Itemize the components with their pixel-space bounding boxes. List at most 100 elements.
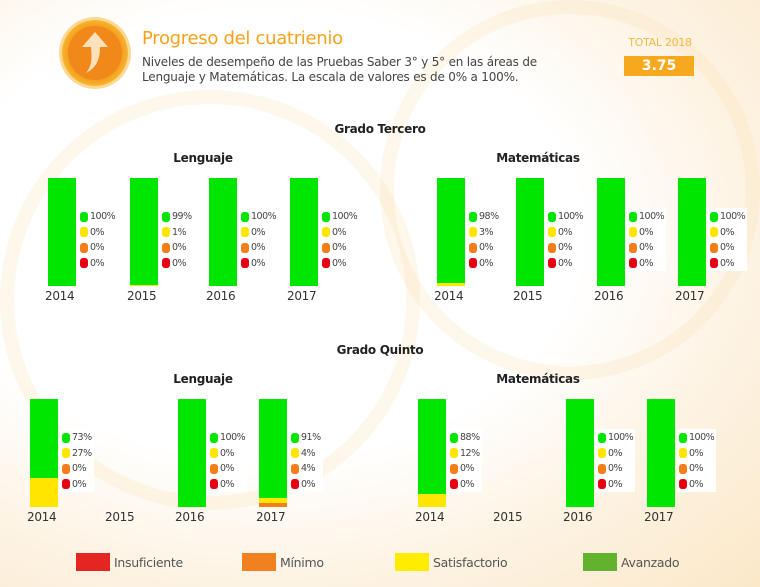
value-label: 0% bbox=[332, 226, 347, 238]
value-row-insuficiente: 0% bbox=[291, 477, 321, 493]
value-row-avanzado: 100% bbox=[710, 209, 746, 225]
value-row-insuficiente: 0% bbox=[162, 256, 192, 272]
year-label: 2016 bbox=[175, 510, 205, 524]
value-row-insuficiente: 0% bbox=[548, 256, 583, 272]
year-label: 2014 bbox=[434, 289, 464, 303]
bar-segment-satisfactorio bbox=[418, 494, 446, 507]
level-dot-icon bbox=[629, 211, 637, 222]
stacked-bar bbox=[30, 399, 58, 507]
value-row-insuficiente: 0% bbox=[62, 477, 92, 493]
level-dot-icon bbox=[241, 242, 249, 253]
bar-group-2016: 100% 0% 0% 0% 2016 bbox=[206, 178, 281, 313]
value-row-avanzado: 99% bbox=[162, 209, 192, 225]
bar-segment-avanzado bbox=[259, 399, 287, 499]
value-label: 100% bbox=[90, 211, 116, 223]
value-row-avanzado: 100% bbox=[548, 209, 584, 225]
value-label: 0% bbox=[90, 257, 105, 269]
level-dot-icon bbox=[80, 242, 88, 253]
level-dot-icon bbox=[548, 242, 556, 253]
bar-segment-avanzado bbox=[178, 399, 206, 507]
year-label: 2017 bbox=[675, 289, 705, 303]
value-label: 0% bbox=[72, 478, 87, 490]
value-row-satisfactorio: 0% bbox=[598, 446, 633, 462]
level-dot-icon bbox=[450, 479, 458, 490]
bar-segment-avanzado bbox=[566, 399, 594, 507]
value-row-avanzado: 88% bbox=[450, 430, 480, 446]
value-label: 98% bbox=[479, 211, 499, 223]
stacked-bar bbox=[290, 178, 318, 286]
value-row-satisfactorio: 27% bbox=[62, 446, 92, 462]
value-label: 100% bbox=[332, 211, 358, 223]
page-subtitle: Niveles de desempeño de las Pruebas Sabe… bbox=[142, 55, 537, 84]
value-row-insuficiente: 0% bbox=[241, 256, 276, 272]
value-row-avanzado: 73% bbox=[62, 430, 92, 446]
bar-segment-mínimo bbox=[259, 502, 287, 507]
stacked-bar bbox=[437, 178, 465, 286]
level-dot-icon bbox=[210, 463, 218, 474]
value-labels: 100% 0% 0% 0% bbox=[239, 208, 279, 272]
value-row-satisfactorio: 0% bbox=[80, 225, 115, 241]
value-label: 100% bbox=[639, 211, 665, 223]
bar-segment-avanzado bbox=[30, 399, 58, 478]
level-dot-icon bbox=[629, 227, 637, 238]
bar-group-2015: 2015 bbox=[105, 399, 180, 534]
value-labels: 100% 0% 0% 0% bbox=[546, 208, 586, 272]
value-labels: 100% 0% 0% 0% bbox=[627, 208, 667, 271]
year-label: 2016 bbox=[594, 289, 624, 303]
value-label: 0% bbox=[220, 447, 235, 459]
bar-group-2015: 100% 0% 0% 0% 2015 bbox=[513, 178, 588, 313]
value-row-mínimo: 0% bbox=[62, 461, 92, 477]
bar-group-2017: 91% 4% 4% 0% 2017 bbox=[256, 399, 331, 534]
value-row-insuficiente: 0% bbox=[210, 477, 245, 493]
value-label: 0% bbox=[220, 463, 235, 475]
year-label: 2015 bbox=[513, 289, 543, 303]
bar-segment-satisfactorio bbox=[259, 498, 287, 503]
value-label: 0% bbox=[332, 242, 347, 254]
level-dot-icon bbox=[322, 258, 330, 269]
value-label: 0% bbox=[90, 226, 105, 238]
level-dot-icon bbox=[469, 211, 477, 222]
bar-segment-satisfactorio bbox=[437, 282, 465, 286]
value-row-mínimo: 0% bbox=[679, 461, 714, 477]
level-dot-icon bbox=[162, 211, 170, 222]
bar-group-2014: 73% 27% 0% 0% 2014 bbox=[27, 399, 102, 534]
value-label: 0% bbox=[720, 242, 735, 254]
value-label: 100% bbox=[558, 211, 584, 223]
value-row-mínimo: 4% bbox=[291, 461, 321, 477]
value-row-satisfactorio: 0% bbox=[629, 225, 664, 241]
level-dot-icon bbox=[162, 258, 170, 269]
level-dot-icon bbox=[322, 227, 330, 238]
legend-label: Satisfactorio bbox=[433, 554, 508, 570]
legend-label: Mínimo bbox=[280, 554, 324, 570]
level-dot-icon bbox=[469, 242, 477, 253]
bar-group-2017: 100% 0% 0% 0% 2017 bbox=[644, 399, 719, 534]
value-row-satisfactorio: 0% bbox=[548, 225, 583, 241]
level-dot-icon bbox=[210, 479, 218, 490]
level-dot-icon bbox=[679, 448, 687, 459]
value-row-mínimo: 0% bbox=[548, 240, 583, 256]
value-label: 0% bbox=[558, 257, 573, 269]
value-labels: 100% 0% 0% 0% bbox=[708, 208, 748, 271]
value-label: 0% bbox=[720, 226, 735, 238]
stacked-bar bbox=[516, 178, 544, 286]
value-label: 4% bbox=[301, 463, 316, 475]
level-dot-icon bbox=[679, 432, 687, 443]
stacked-bar bbox=[259, 399, 287, 507]
value-row-mínimo: 0% bbox=[241, 240, 276, 256]
year-label: 2017 bbox=[644, 510, 674, 524]
level-dot-icon bbox=[598, 448, 606, 459]
value-label: 0% bbox=[460, 478, 475, 490]
level-dot-icon bbox=[80, 258, 88, 269]
value-label: 0% bbox=[90, 242, 105, 254]
value-label: 0% bbox=[460, 463, 475, 475]
bar-group-2014: 98% 3% 0% 0% 2014 bbox=[434, 178, 509, 313]
total-value-badge: 3.75 bbox=[624, 56, 694, 76]
bar-segment-avanzado bbox=[516, 178, 544, 286]
level-dot-icon bbox=[291, 479, 299, 490]
value-label: 88% bbox=[460, 432, 480, 444]
value-label: 12% bbox=[460, 447, 480, 459]
value-row-avanzado: 100% bbox=[629, 209, 665, 225]
level-dot-icon bbox=[210, 448, 218, 459]
bar-segment-avanzado bbox=[290, 178, 318, 286]
value-label: 0% bbox=[479, 257, 494, 269]
